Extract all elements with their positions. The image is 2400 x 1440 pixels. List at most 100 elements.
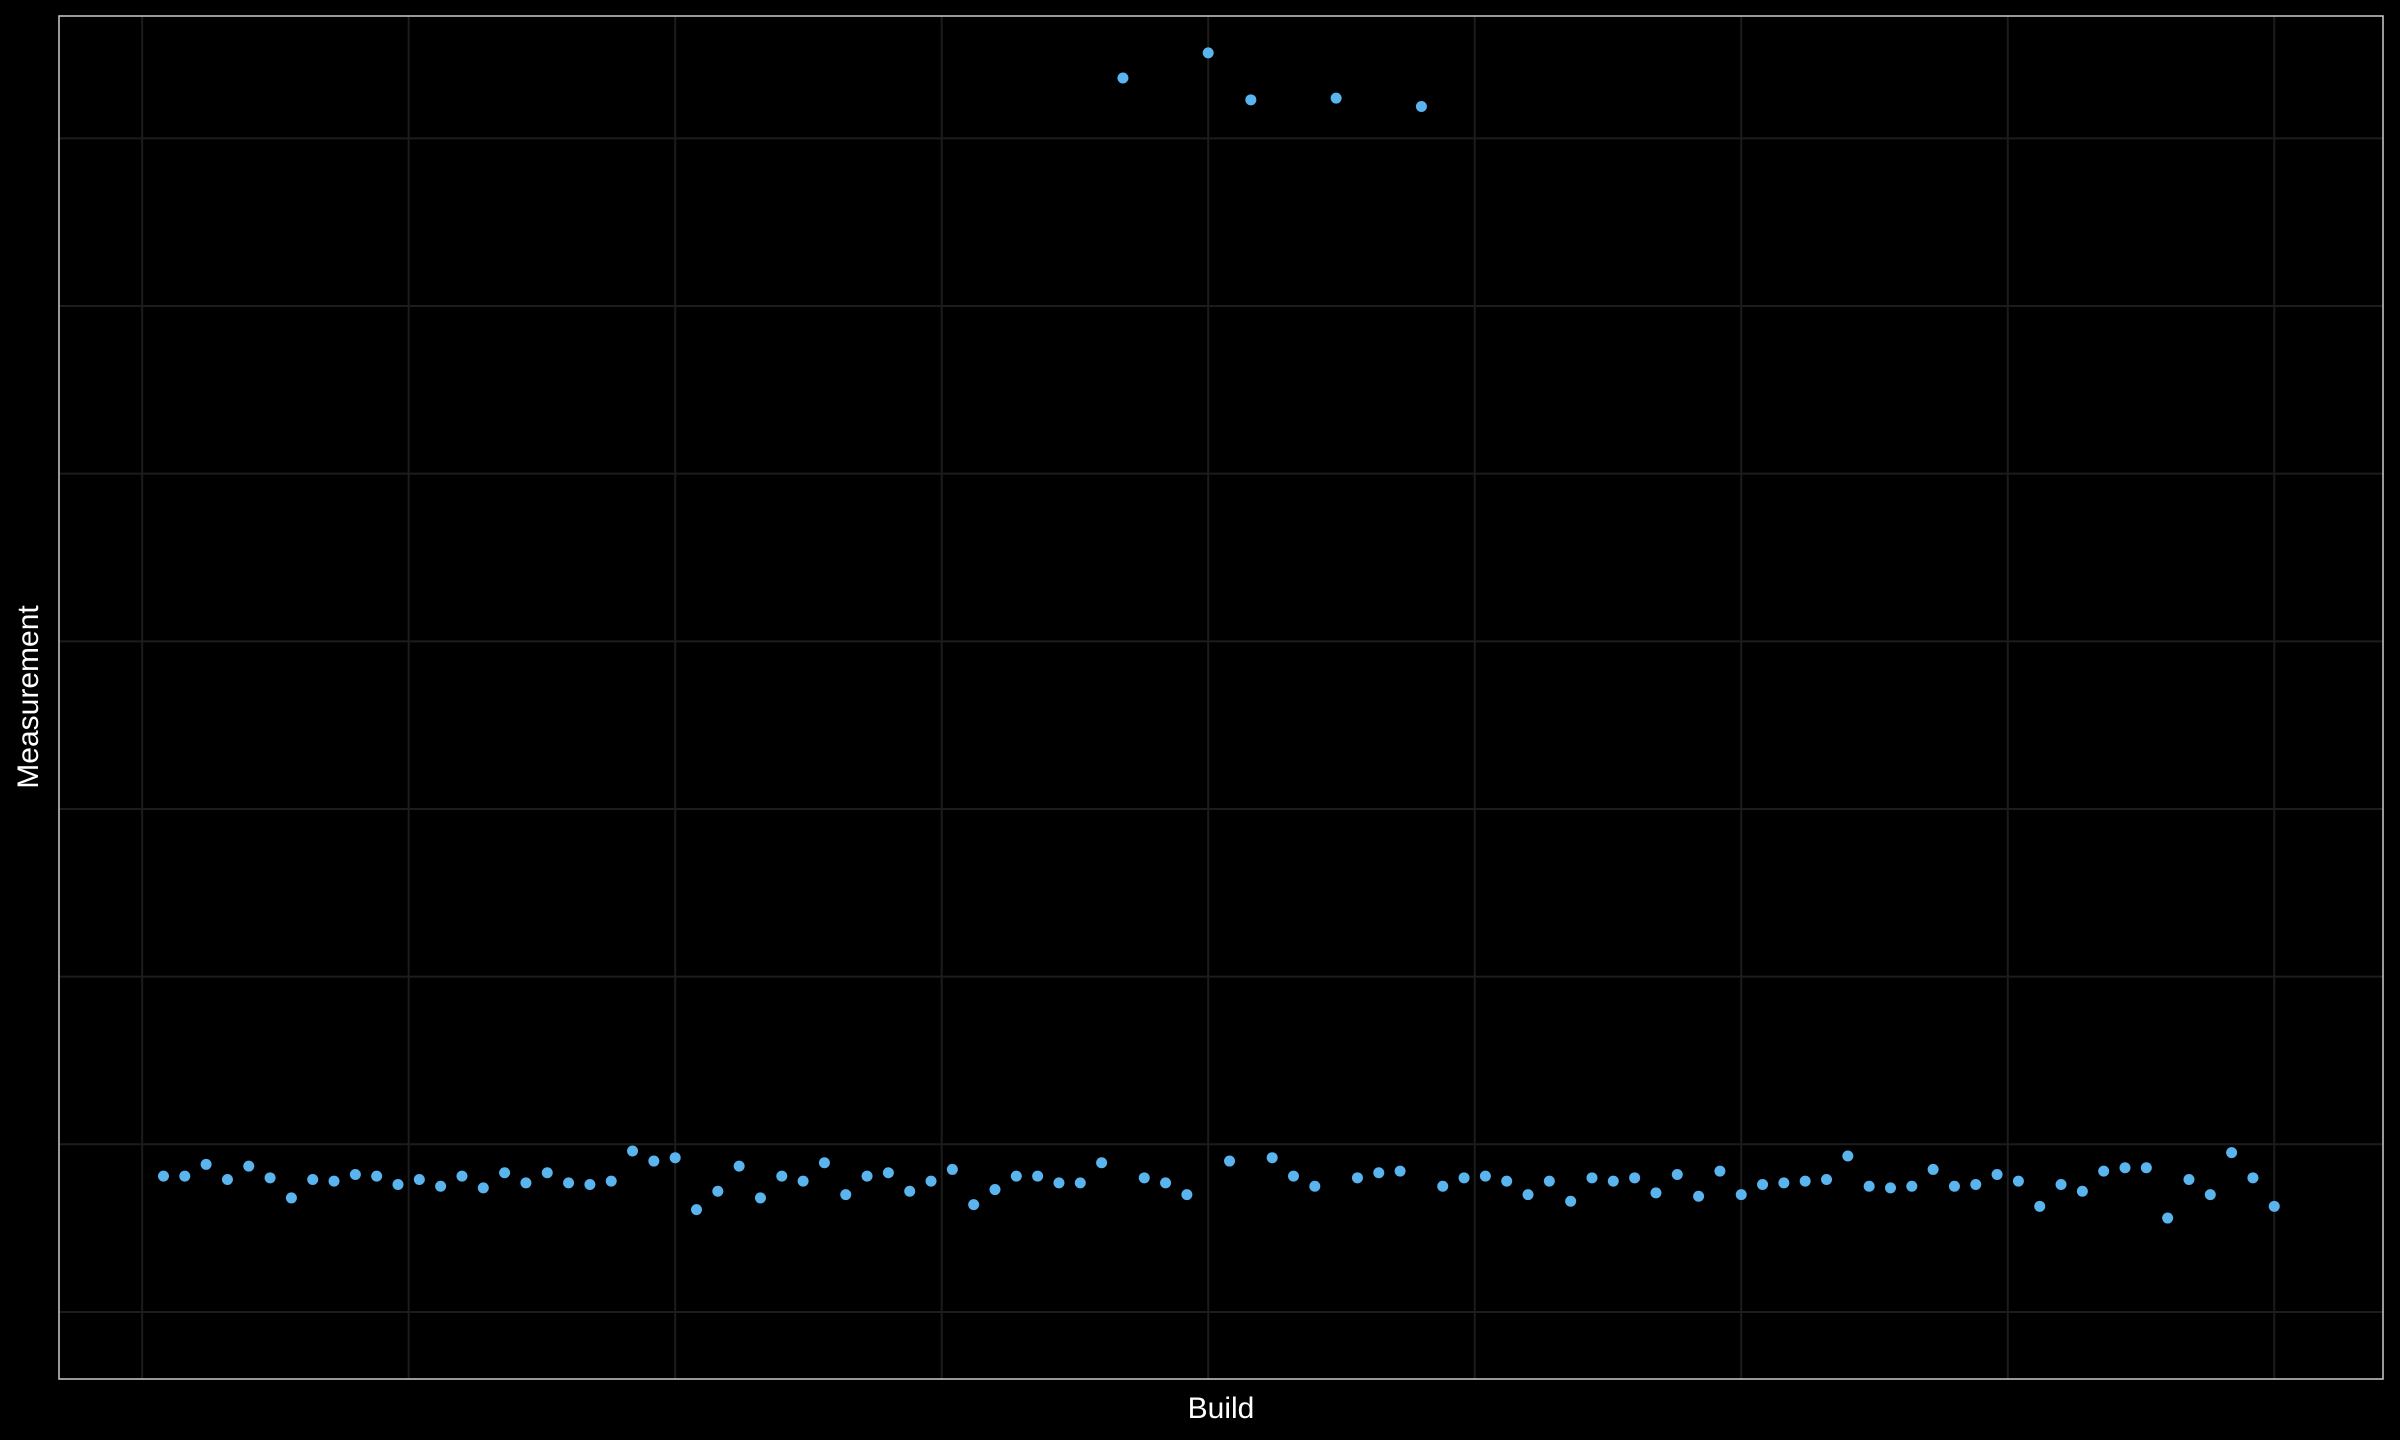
data-point — [1607, 1175, 1619, 1187]
data-point — [285, 1192, 297, 1204]
data-point — [882, 1167, 894, 1179]
data-point — [1842, 1150, 1854, 1162]
data-point — [946, 1163, 958, 1175]
data-point — [499, 1167, 511, 1179]
data-point — [221, 1173, 233, 1185]
data-point — [2268, 1200, 2280, 1212]
data-point — [157, 1170, 169, 1182]
data-point — [989, 1184, 1001, 1196]
data-point — [435, 1180, 447, 1192]
data-point — [1010, 1170, 1022, 1182]
data-point — [1053, 1177, 1065, 1189]
data-point — [1586, 1172, 1598, 1184]
data-point — [477, 1182, 489, 1194]
data-point — [1991, 1168, 2003, 1180]
data-point — [1799, 1175, 1811, 1187]
data-point — [1735, 1189, 1747, 1201]
data-point — [1671, 1168, 1683, 1180]
data-point — [1693, 1190, 1705, 1202]
data-point — [200, 1158, 212, 1170]
data-point — [1266, 1152, 1278, 1164]
data-point — [563, 1177, 575, 1189]
data-point — [413, 1173, 425, 1185]
data-point — [2140, 1162, 2152, 1174]
data-point — [1245, 94, 1257, 106]
data-point — [1884, 1182, 1896, 1194]
data-point — [1224, 1155, 1236, 1167]
data-point — [1309, 1180, 1321, 1192]
data-point — [1032, 1170, 1044, 1182]
plot-panel-border — [58, 15, 2384, 1380]
data-point — [1458, 1172, 1470, 1184]
data-point — [1821, 1173, 1833, 1185]
data-point — [968, 1199, 980, 1211]
data-point — [179, 1170, 191, 1182]
data-point — [840, 1189, 852, 1201]
data-point — [861, 1170, 873, 1182]
data-point — [371, 1170, 383, 1182]
data-point — [2226, 1147, 2238, 1159]
data-point — [1330, 92, 1342, 104]
data-point — [1160, 1177, 1172, 1189]
data-point — [1394, 1165, 1406, 1177]
data-point — [584, 1179, 596, 1191]
data-point — [307, 1173, 319, 1185]
data-point — [2247, 1172, 2259, 1184]
data-point — [904, 1185, 916, 1197]
data-point — [1501, 1175, 1513, 1187]
data-point — [1138, 1172, 1150, 1184]
data-point — [2034, 1200, 2046, 1212]
data-point — [605, 1175, 617, 1187]
data-point — [1948, 1180, 1960, 1192]
data-point — [1629, 1172, 1641, 1184]
data-point — [1927, 1163, 1939, 1175]
data-point — [2183, 1173, 2195, 1185]
data-point — [2012, 1175, 2024, 1187]
data-point — [1202, 47, 1214, 59]
data-point — [669, 1152, 681, 1164]
data-point — [1287, 1170, 1299, 1182]
data-point — [456, 1170, 468, 1182]
data-point — [1863, 1180, 1875, 1192]
data-point — [1437, 1180, 1449, 1192]
data-point — [2204, 1189, 2216, 1201]
data-point — [1970, 1179, 1982, 1191]
data-point — [1117, 72, 1129, 84]
data-point — [349, 1168, 361, 1180]
x-axis-title: Build — [1188, 1392, 1255, 1425]
data-point — [648, 1155, 660, 1167]
data-point — [1351, 1172, 1363, 1184]
data-point — [2119, 1162, 2131, 1174]
data-points — [157, 47, 2280, 1224]
data-point — [1906, 1180, 1918, 1192]
data-point — [1373, 1167, 1385, 1179]
data-point — [1757, 1179, 1769, 1191]
y-axis-title: Measurement — [12, 605, 45, 789]
data-point — [712, 1185, 724, 1197]
data-point — [1096, 1157, 1108, 1169]
data-point — [925, 1175, 937, 1187]
data-point — [1714, 1165, 1726, 1177]
data-point — [392, 1179, 404, 1191]
data-point — [1778, 1177, 1790, 1189]
data-point — [691, 1204, 703, 1216]
data-point — [264, 1172, 276, 1184]
data-point — [243, 1160, 255, 1172]
data-point — [1543, 1175, 1555, 1187]
data-point — [1479, 1170, 1491, 1182]
data-point — [818, 1157, 830, 1169]
data-point — [2162, 1212, 2174, 1224]
data-point — [776, 1170, 788, 1182]
data-point — [733, 1160, 745, 1172]
data-point — [627, 1145, 639, 1157]
data-point — [1650, 1187, 1662, 1199]
data-point — [541, 1167, 553, 1179]
data-point — [1181, 1189, 1193, 1201]
data-point — [754, 1192, 766, 1204]
data-point — [2055, 1179, 2067, 1191]
data-point — [1565, 1195, 1577, 1207]
data-point — [2098, 1165, 2110, 1177]
data-point — [2076, 1185, 2088, 1197]
data-point — [1074, 1177, 1086, 1189]
